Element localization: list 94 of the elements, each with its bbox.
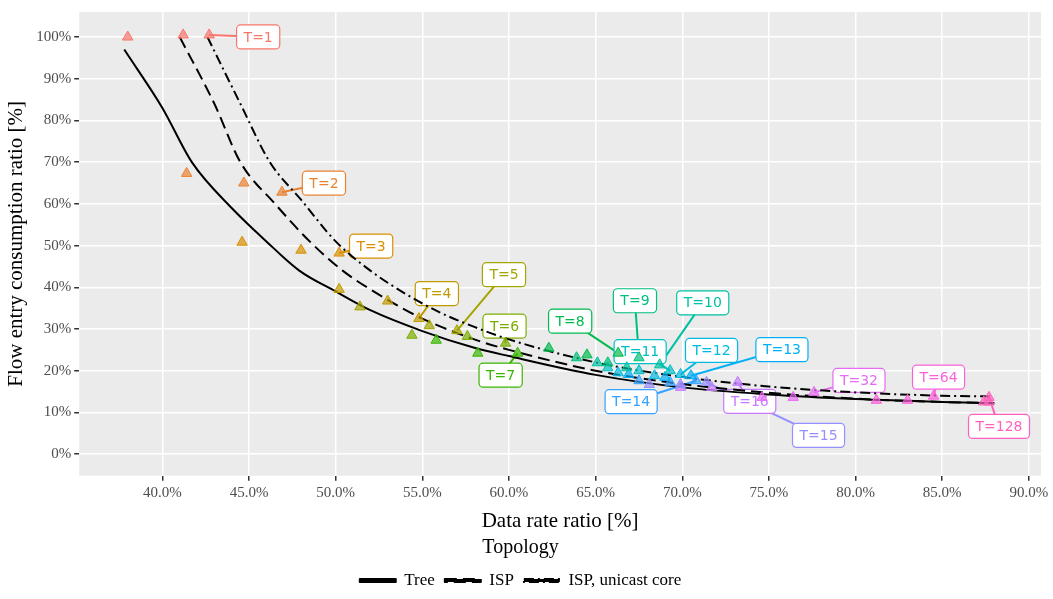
annotation: T=9 bbox=[619, 292, 650, 309]
point bbox=[381, 294, 394, 305]
point bbox=[511, 346, 524, 357]
annotation: T=7 bbox=[485, 366, 516, 383]
point bbox=[927, 389, 940, 400]
point bbox=[276, 185, 288, 196]
annotation: T=8 bbox=[554, 312, 585, 329]
x-axis-title: Data rate ratio [%] bbox=[481, 507, 639, 532]
point bbox=[581, 348, 593, 359]
point bbox=[295, 243, 307, 254]
point bbox=[472, 346, 484, 357]
legend-label: ISP bbox=[489, 569, 514, 589]
point bbox=[674, 367, 687, 378]
y-tick-label: 90% bbox=[43, 69, 72, 86]
annotation: T=32 bbox=[838, 372, 879, 389]
point bbox=[354, 300, 366, 311]
point bbox=[499, 336, 512, 347]
y-tick-label: 100% bbox=[36, 27, 72, 44]
x-tick-label: 80.0% bbox=[836, 483, 875, 500]
annotation: T=10 bbox=[682, 294, 722, 311]
point bbox=[413, 312, 425, 323]
point bbox=[203, 28, 215, 39]
point bbox=[543, 341, 555, 352]
point bbox=[451, 324, 463, 335]
annotation: T=14 bbox=[611, 393, 651, 410]
point bbox=[983, 390, 995, 401]
annotation: T=15 bbox=[798, 427, 838, 444]
annotation: T=13 bbox=[761, 341, 801, 358]
point bbox=[690, 374, 702, 385]
annotation: T=1 bbox=[242, 28, 273, 45]
legend-title: Topology bbox=[482, 535, 559, 559]
x-tick-label: 65.0% bbox=[576, 483, 615, 500]
y-axis-title: Flow entry consumption ratio [%] bbox=[3, 101, 28, 387]
x-tick-label: 50.0% bbox=[316, 483, 356, 500]
point bbox=[664, 364, 676, 375]
point bbox=[406, 328, 418, 339]
annotation: T=3 bbox=[355, 237, 386, 254]
x-tick-label: 90.0% bbox=[1009, 483, 1049, 500]
point bbox=[685, 369, 697, 380]
point bbox=[612, 366, 624, 377]
point bbox=[461, 329, 474, 340]
point bbox=[333, 246, 345, 257]
point bbox=[238, 176, 250, 187]
point bbox=[602, 356, 614, 367]
point bbox=[591, 356, 604, 367]
point bbox=[787, 390, 799, 401]
point bbox=[901, 393, 914, 404]
point bbox=[664, 375, 676, 386]
legend-label: ISP, unicast core bbox=[568, 569, 682, 589]
point bbox=[732, 375, 744, 386]
x-tick-label: 60.0% bbox=[489, 483, 529, 500]
point bbox=[643, 377, 656, 388]
y-tick-label: 60% bbox=[43, 194, 72, 211]
x-tick-label: 45.0% bbox=[229, 483, 269, 500]
annotation: T=4 bbox=[421, 285, 452, 302]
y-tick-label: 10% bbox=[43, 403, 72, 420]
x-tick-label: 85.0% bbox=[922, 483, 962, 500]
point bbox=[333, 282, 345, 293]
y-tick-label: 20% bbox=[43, 361, 72, 378]
point bbox=[177, 28, 189, 39]
point bbox=[633, 364, 645, 375]
point bbox=[700, 375, 713, 386]
annotation: T=12 bbox=[691, 342, 731, 359]
point bbox=[180, 166, 193, 177]
x-tick-label: 75.0% bbox=[749, 483, 789, 500]
y-tick-label: 50% bbox=[43, 236, 72, 253]
annotation: T=2 bbox=[308, 174, 339, 191]
y-tick-label: 80% bbox=[43, 111, 72, 128]
point bbox=[430, 333, 442, 344]
legend-label: Tree bbox=[404, 569, 435, 589]
x-tick-label: 40.0% bbox=[143, 483, 182, 500]
annotation: T=128 bbox=[974, 418, 1023, 435]
point bbox=[122, 30, 134, 41]
point bbox=[808, 385, 820, 396]
point bbox=[633, 374, 645, 385]
point bbox=[870, 393, 883, 404]
x-tick-label: 55.0% bbox=[402, 483, 442, 500]
y-tick-label: 30% bbox=[43, 319, 72, 336]
point bbox=[621, 361, 633, 372]
point bbox=[236, 235, 248, 246]
point bbox=[654, 358, 666, 369]
y-tick-label: 40% bbox=[43, 278, 72, 295]
point bbox=[648, 369, 661, 380]
annotation: T=11 bbox=[620, 343, 660, 360]
x-tick-label: 70.0% bbox=[662, 483, 702, 500]
point bbox=[659, 370, 671, 381]
annotation: T=5 bbox=[488, 266, 519, 283]
y-tick-label: 0% bbox=[51, 445, 72, 462]
annotation: T=6 bbox=[488, 317, 520, 334]
point bbox=[423, 319, 435, 330]
y-tick-label: 70% bbox=[43, 153, 72, 170]
point bbox=[570, 351, 583, 362]
point bbox=[706, 380, 718, 391]
annotation: T=64 bbox=[918, 368, 958, 385]
